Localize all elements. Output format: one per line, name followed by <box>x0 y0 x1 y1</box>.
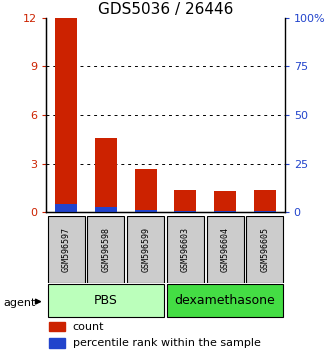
Bar <box>87 216 124 283</box>
Text: dexamethasone: dexamethasone <box>175 294 275 307</box>
Bar <box>174 211 196 212</box>
Bar <box>135 169 157 212</box>
Text: percentile rank within the sample: percentile rank within the sample <box>72 338 260 348</box>
Text: agent: agent <box>3 298 36 308</box>
Text: GSM596598: GSM596598 <box>101 227 111 272</box>
Bar <box>254 190 276 212</box>
Text: GSM596597: GSM596597 <box>62 227 71 272</box>
Bar <box>214 211 236 212</box>
Bar <box>49 338 66 348</box>
Bar <box>214 191 236 212</box>
Bar <box>207 216 244 283</box>
Bar <box>55 204 77 212</box>
Bar <box>167 284 283 317</box>
Bar <box>246 216 283 283</box>
Text: PBS: PBS <box>94 294 118 307</box>
Bar <box>49 322 66 331</box>
Title: GDS5036 / 26446: GDS5036 / 26446 <box>98 1 233 17</box>
Bar <box>55 18 77 212</box>
Bar <box>48 284 164 317</box>
Text: GSM596605: GSM596605 <box>260 227 269 272</box>
Text: count: count <box>72 321 104 332</box>
Text: GSM596603: GSM596603 <box>181 227 190 272</box>
Bar <box>48 216 85 283</box>
Bar <box>167 216 204 283</box>
Text: GSM596604: GSM596604 <box>220 227 230 272</box>
Text: GSM596599: GSM596599 <box>141 227 150 272</box>
Bar <box>95 138 117 212</box>
Bar <box>254 211 276 212</box>
Bar <box>174 190 196 212</box>
Bar <box>127 216 164 283</box>
Bar <box>135 210 157 212</box>
Bar <box>95 207 117 212</box>
